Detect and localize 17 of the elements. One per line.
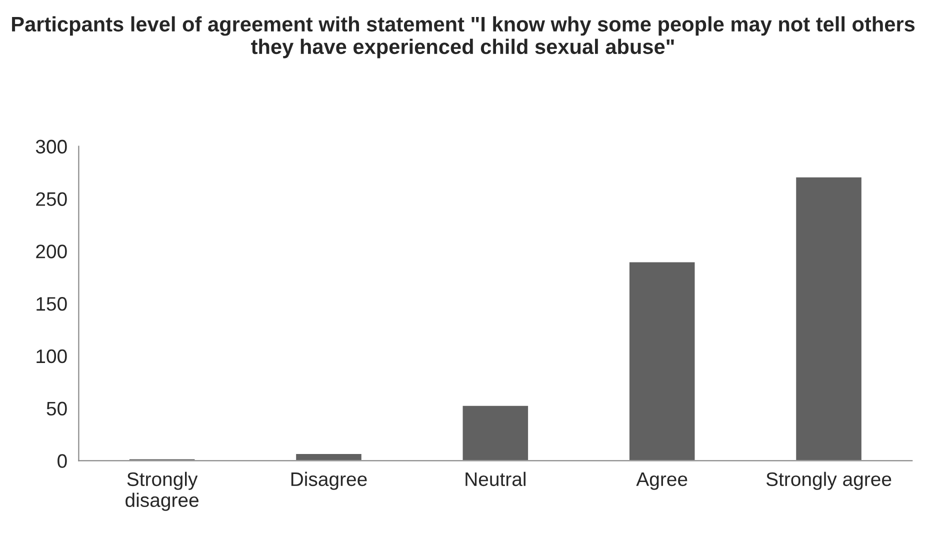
x-tick-label: Strongly disagree — [126, 472, 198, 511]
bar — [461, 404, 530, 461]
bar — [294, 452, 363, 461]
bar — [628, 260, 696, 461]
y-tick-label: 250 — [36, 192, 67, 206]
y-tick-label: 0 — [58, 454, 67, 468]
x-tick-label: Disagree — [291, 472, 367, 490]
y-tick-label: 100 — [36, 349, 67, 364]
y-tick-label: 150 — [36, 296, 67, 311]
y-tick-label: 300 — [36, 140, 67, 154]
x-tick-label: Strongly agree — [766, 472, 892, 490]
x-tick-label: Agree — [636, 472, 688, 490]
y-tick-label: 200 — [36, 244, 67, 258]
bar — [794, 176, 863, 461]
chart-title: Particpants level of agreement with statement "I know why some people may not tell others they have experienced child sexual abuse" — [12, 16, 915, 58]
y-tick-label: 50 — [46, 402, 67, 416]
x-tick-label: Neutral — [466, 472, 526, 486]
